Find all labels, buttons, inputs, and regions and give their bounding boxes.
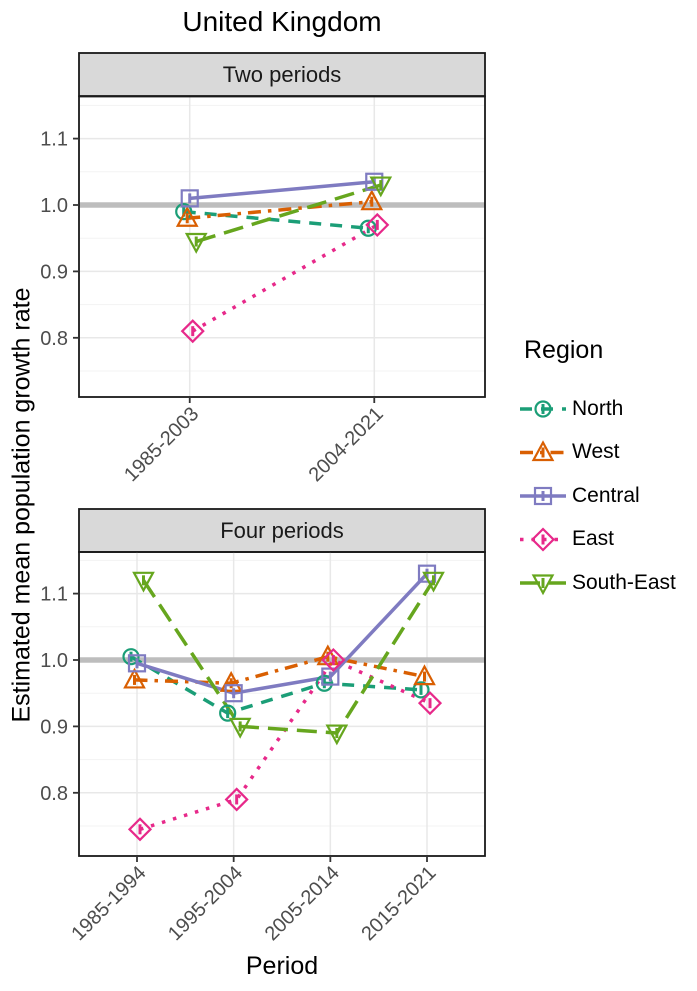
y-axis-title: Estimated mean population growth rate [7,287,36,723]
legend-label-central: Central [572,484,640,507]
marker-east-3 [417,691,443,716]
x-tick-label: 1985-2003 [120,403,203,486]
x-tick-label: 1985-1994 [67,862,150,945]
series-line-west [187,199,372,221]
y-tick-label: 1.1 [40,584,68,606]
marker-south-east-2 [325,724,349,746]
series-line-south-east [195,183,382,244]
panel-background [79,552,485,856]
marker-west-3 [413,664,436,686]
marker-north-3 [412,681,430,699]
marker-north-0 [175,203,193,221]
series-line-west [134,654,425,685]
series-line-central [136,572,429,695]
legend-key-marker-south-east [531,574,555,596]
marker-east-1 [224,787,249,812]
y-tick-label: 0.8 [40,328,68,350]
facet-panel-four-periods: 0.8 0.9 1.0 1.1 1985-1994 1995-2004 2005-2014 2… [40,508,486,945]
panel-border [78,551,486,857]
series-line-north [183,209,369,230]
series-line-north [130,655,422,716]
marker-north-0 [122,648,140,666]
x-tick-label: 2015-2021 [357,862,440,945]
marker-south-east-1 [369,176,393,198]
panel-border [78,95,486,398]
legend-label-west: West [572,440,620,463]
marker-south-east-1 [228,717,252,739]
panel-background [79,96,485,397]
marker-west-1 [360,189,384,211]
legend-label-east: East [572,527,615,550]
marker-west-0 [123,667,146,689]
legend-key-marker-west [531,440,555,462]
marker-west-0 [175,205,199,227]
x-tick-label: 2005-2014 [261,862,344,945]
legend-keys [520,400,566,596]
marker-central-0 [127,654,147,673]
facet-strip-label-four-periods: Four periods [220,518,344,543]
x-tick-label: 1995-2004 [164,862,247,945]
series-line-east [191,223,379,333]
legend-label-south-east: South-East [572,571,676,594]
marker-central-0 [180,189,199,208]
facet-strip [78,52,486,97]
x-tick-label: 2004-2021 [305,403,388,486]
legend-key-marker-north [534,400,552,418]
marker-central-1 [224,684,243,703]
series-line-south-east [142,579,435,735]
facet-panel-two-periods: 0.8 0.9 1.0 1.1 1985-2003 2004-2021 [40,52,486,486]
legend-key-marker-central [533,486,553,506]
legend-title: Region [524,336,604,364]
marker-west-1 [219,670,243,692]
marker-east-2 [321,647,346,673]
legend-label-north: North [572,397,624,420]
plot-title: United Kingdom [182,6,382,37]
marker-north-1 [219,704,237,722]
marker-south-east-0 [184,232,208,254]
series-line-central [189,180,375,201]
legend-key-marker-east [530,527,556,552]
y-tick-label: 1.0 [40,195,68,217]
y-tick-label: 0.9 [40,261,68,283]
y-tick-label: 1.0 [40,650,68,672]
x-axis-title: Period [245,952,319,980]
marker-north-2 [315,674,333,692]
y-tick-label: 1.1 [40,129,68,151]
y-tick-label: 0.9 [40,716,68,738]
y-tick-label: 0.8 [40,783,68,805]
marker-east-1 [365,212,390,237]
facet-strip-label-two-periods: Two periods [222,62,342,87]
marker-south-east-3 [422,571,445,593]
marker-south-east-0 [132,571,155,593]
marker-east-0 [127,817,153,842]
marker-east-0 [180,319,205,344]
